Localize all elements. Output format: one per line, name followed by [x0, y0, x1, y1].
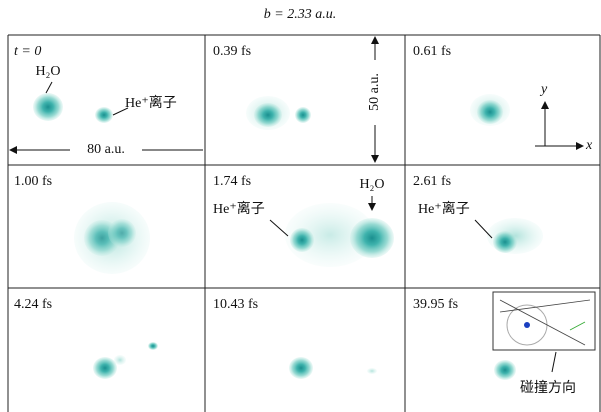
- panel-label: t = 0: [14, 44, 41, 59]
- annotation: He⁺离子: [125, 94, 177, 111]
- inset-nucleus: [524, 322, 530, 328]
- ion-density: [93, 357, 117, 379]
- h2o-density: [254, 103, 282, 127]
- annotation: He⁺离子: [213, 200, 265, 217]
- cloud: [114, 355, 126, 365]
- annotation: 碰撞方向: [520, 380, 576, 396]
- h2o-density: [477, 100, 503, 124]
- axis-label: y: [539, 82, 548, 97]
- scale-label: 50 a.u.: [367, 73, 382, 111]
- annotation: H₂O: [359, 177, 384, 192]
- panel-label: 1.00 fs: [14, 174, 52, 189]
- h2o-density: [350, 218, 394, 258]
- ion-density: [95, 107, 113, 123]
- inset: [493, 292, 595, 350]
- ion-density: [289, 357, 313, 379]
- panel-label: 1.74 fs: [213, 174, 251, 189]
- axis-label: x: [585, 138, 593, 153]
- annotation: He⁺离子: [418, 200, 470, 217]
- ion-density: [290, 228, 314, 252]
- h2o-density: [148, 342, 158, 350]
- scale-label: 80 a.u.: [87, 142, 125, 157]
- figure: b = 2.33 a.u. t = 0 0.39 fs 0.61 fs 1.00…: [0, 0, 601, 412]
- ion-density: [493, 231, 517, 253]
- panel-label: 0.39 fs: [213, 44, 251, 59]
- panel-label: 2.61 fs: [413, 174, 451, 189]
- panel-label: 39.95 fs: [413, 297, 458, 312]
- ion-density: [295, 107, 311, 123]
- annotation: H₂O: [35, 64, 60, 79]
- cloud: [367, 368, 377, 374]
- panel-label: 4.24 fs: [14, 297, 52, 312]
- figure-title: b = 2.33 a.u.: [264, 7, 336, 22]
- ion-density: [494, 360, 516, 380]
- ion-density: [108, 219, 136, 247]
- panel-label: 10.43 fs: [213, 297, 258, 312]
- h2o-density: [33, 93, 63, 121]
- panel-label: 0.61 fs: [413, 44, 451, 59]
